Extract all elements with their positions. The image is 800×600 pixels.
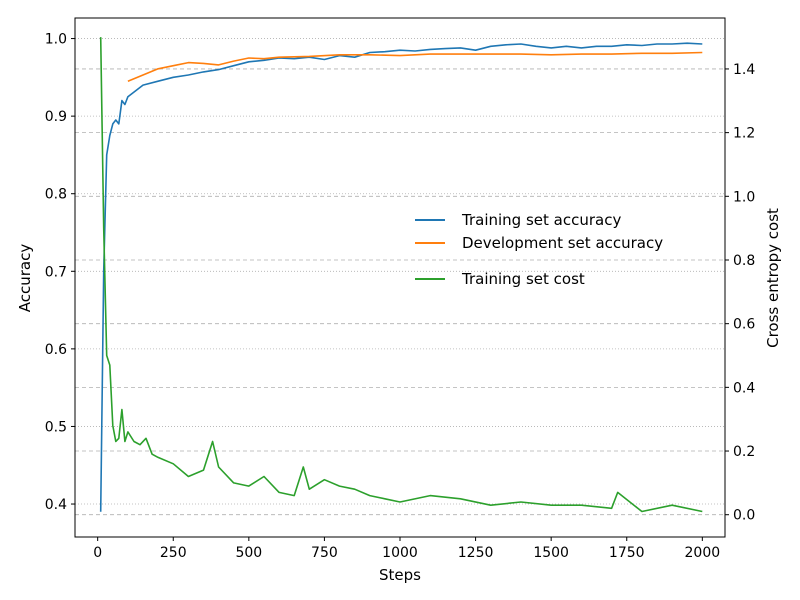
x-tick-label: 1000 <box>382 545 418 561</box>
right-tick-label: 1.2 <box>733 126 755 142</box>
x-tick-label: 500 <box>235 545 262 561</box>
right-tick-label: 0.6 <box>733 317 755 333</box>
x-tick-label: 1500 <box>533 545 569 561</box>
right-tick-label: 1.0 <box>733 189 755 205</box>
left-tick-label: 0.8 <box>45 187 67 203</box>
series-line-training-cost <box>99 37 703 513</box>
grid-lines <box>75 38 725 516</box>
left-tick-label: 0.6 <box>45 342 67 358</box>
x-tick-label: 2000 <box>685 545 721 561</box>
x-tick-label: 250 <box>160 545 187 561</box>
series-line-training-accuracy <box>99 42 703 512</box>
left-tick-label: 1.0 <box>45 32 67 48</box>
left-axis-ticks: 0.4 0.5 0.6 0.7 0.8 0.9 1.0 <box>45 32 75 513</box>
x-axis-label: Steps <box>379 566 421 584</box>
series-line-development-accuracy <box>127 51 703 82</box>
legend-label-training-accuracy: Training set accuracy <box>461 211 621 229</box>
right-tick-label: 0.0 <box>733 508 755 524</box>
legend-label-training-cost: Training set cost <box>461 270 585 288</box>
left-axis-label: Accuracy <box>16 244 34 313</box>
series-lines <box>99 37 703 513</box>
x-axis-ticks: 0 250 500 750 1000 1250 1500 1750 2000 <box>93 537 720 561</box>
x-tick-label: 750 <box>311 545 338 561</box>
right-tick-label: 0.4 <box>733 380 755 396</box>
x-tick-label: 1750 <box>609 545 645 561</box>
left-tick-label: 0.9 <box>45 109 67 125</box>
right-tick-label: 0.8 <box>733 253 755 269</box>
left-tick-label: 0.7 <box>45 264 67 280</box>
x-tick-label: 1250 <box>458 545 494 561</box>
legend-label-development-accuracy: Development set accuracy <box>462 234 663 252</box>
left-tick-label: 0.4 <box>45 497 67 513</box>
right-axis-label: Cross entropy cost <box>764 208 782 348</box>
right-tick-label: 0.2 <box>733 444 755 460</box>
x-tick-label: 0 <box>93 545 102 561</box>
left-tick-label: 0.5 <box>45 419 67 435</box>
right-axis-ticks: 0.0 0.2 0.4 0.6 0.8 1.0 1.2 1.4 <box>725 62 755 524</box>
right-tick-label: 1.4 <box>733 62 755 78</box>
legend: Training set accuracy Development set ac… <box>415 211 663 288</box>
